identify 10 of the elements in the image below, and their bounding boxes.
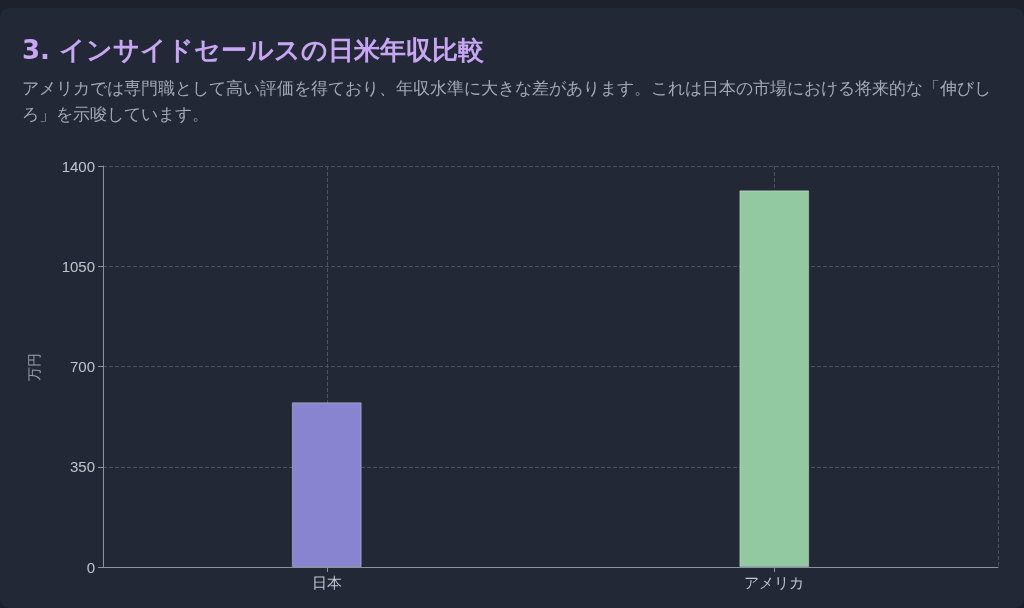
y-axis-title: 万円	[26, 352, 42, 381]
y-tick-label: 0	[86, 558, 95, 576]
chart-subtitle: アメリカでは専門職として高い評価を得ており、年収水準に大きな差があります。これは日本の市場における将来的な「伸びしろ」を示唆しています。	[22, 78, 992, 126]
chart-title: 3. インサイドセールスの日米年収比較	[22, 34, 485, 67]
x-tick-label: アメリカ	[744, 574, 805, 591]
y-tick-label: 1400	[61, 157, 95, 175]
y-tick-label: 350	[69, 458, 95, 476]
y-tick-label: 700	[69, 358, 95, 375]
x-tick-label: 日本	[311, 574, 342, 591]
y-tick-label: 1050	[61, 257, 95, 275]
